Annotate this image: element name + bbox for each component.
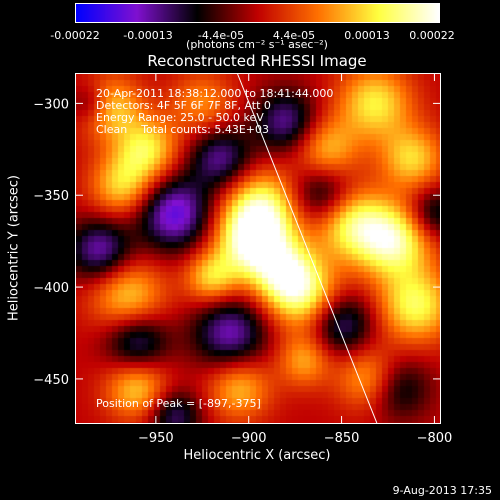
colorbar-unit-label: (photons cm⁻² s⁻¹ asec⁻²) (186, 38, 328, 51)
annotation-detectors: Detectors: 4F 5F 6F 7F 8F, Att 0 (96, 99, 271, 112)
annotation-energy-range: Energy Range: 25.0 - 50.0 keV (96, 111, 264, 124)
colorbar-tick-label: 0.00013 (344, 29, 390, 42)
y-tick-label: −400 (33, 281, 69, 296)
x-tick-label: −900 (231, 431, 267, 446)
annotation-peak-position: Position of Peak = [-897,-375] (96, 397, 261, 410)
colorbar-tick-label: 0.00022 (409, 29, 455, 42)
colorbar-tick-label: -4.4e-05 (197, 29, 245, 42)
plot-area: 20-Apr-2011 18:38:12.000 to 18:41:44.000… (75, 73, 441, 424)
colorbar-tick-label: -0.00013 (123, 29, 173, 42)
y-tick-label: −300 (33, 97, 69, 112)
colorbar-tick-label: -0.00022 (50, 29, 100, 42)
plot-overlay (237, 74, 378, 423)
colorbar: -0.00022 -0.00013 -4.4e-05 4.4e-05 0.000… (50, 3, 455, 42)
x-tick-label: −850 (324, 431, 360, 446)
y-axis-label: Heliocentric Y (arcsec) (6, 175, 22, 321)
x-tick-label: −950 (138, 431, 174, 446)
annotation-clean-counts: Clean Total counts: 5.43E+03 (96, 123, 270, 136)
colorbar-tick-label: 4.4e-05 (272, 29, 316, 42)
colorbar-gradient (75, 3, 440, 23)
chart-title: Reconstructed RHESSI Image (147, 52, 367, 70)
y-tick-label: −350 (33, 189, 69, 204)
x-tick-label: −800 (417, 431, 453, 446)
heatmap-image (76, 74, 440, 423)
timestamp: 9-Aug-2013 17:35 (392, 484, 492, 497)
y-tick-label: −450 (33, 373, 69, 388)
x-axis-label: Heliocentric X (arcsec) (183, 448, 331, 463)
solar-limb-line (237, 74, 378, 423)
annotation-time-range: 20-Apr-2011 18:38:12.000 to 18:41:44.000 (96, 87, 334, 100)
